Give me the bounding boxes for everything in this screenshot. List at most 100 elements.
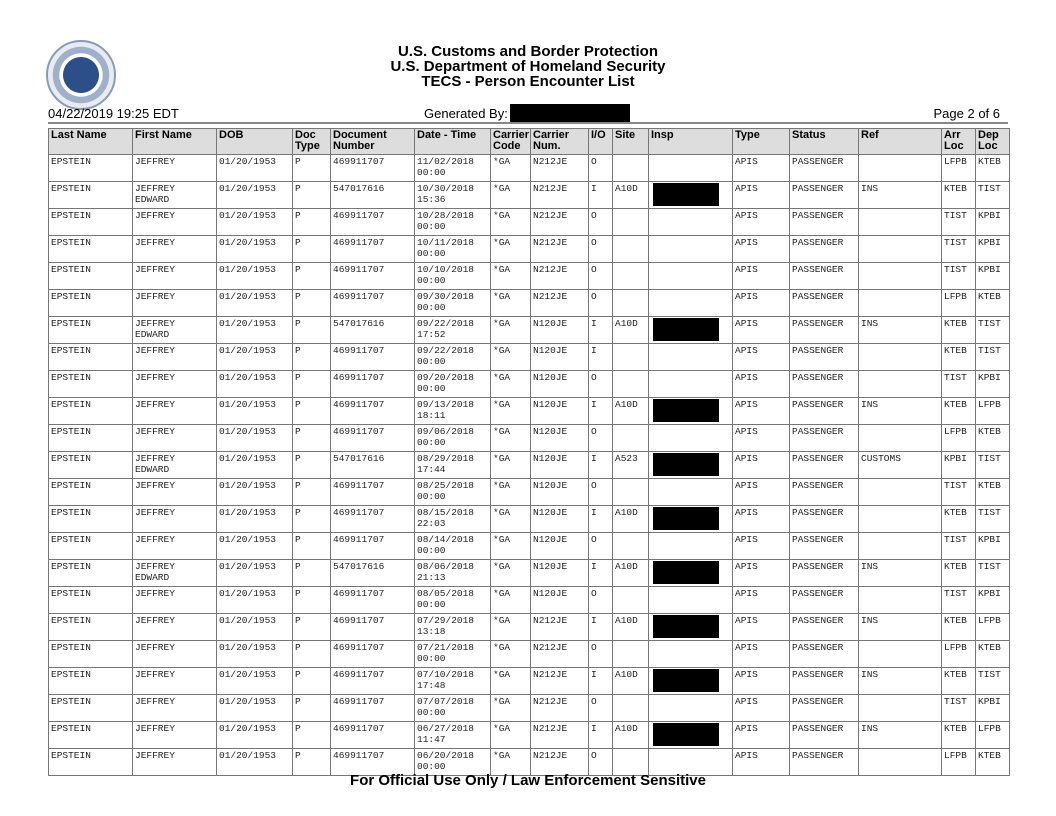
table-cell: N212JE bbox=[530, 694, 589, 722]
table-cell: KTEB bbox=[975, 748, 1010, 776]
table-cell: APIS bbox=[732, 289, 790, 317]
table-cell: *GA bbox=[490, 181, 531, 209]
table-cell: N212JE bbox=[530, 181, 589, 209]
column-header: Insp bbox=[648, 128, 733, 155]
table-cell: 01/20/1953 bbox=[216, 532, 293, 560]
table-cell: PASSENGER bbox=[789, 316, 859, 344]
table-cell: 08/14/2018 00:00 bbox=[414, 532, 491, 560]
table-cell: I bbox=[588, 316, 613, 344]
table-cell: PASSENGER bbox=[789, 181, 859, 209]
table-cell: JEFFREY bbox=[132, 505, 217, 533]
table-cell: O bbox=[588, 235, 613, 263]
table-cell: EPSTEIN bbox=[48, 370, 133, 398]
table-cell: LFPB bbox=[941, 640, 976, 668]
table-cell: APIS bbox=[732, 343, 790, 371]
table-cell: JEFFREY bbox=[132, 721, 217, 749]
table-cell: 01/20/1953 bbox=[216, 370, 293, 398]
table-cell: PASSENGER bbox=[789, 397, 859, 425]
table-cell: EPSTEIN bbox=[48, 478, 133, 506]
table-cell: 06/27/2018 11:47 bbox=[414, 721, 491, 749]
table-cell: 09/22/2018 17:52 bbox=[414, 316, 491, 344]
table-cell: TIST bbox=[975, 505, 1010, 533]
table-cell: PASSENGER bbox=[789, 505, 859, 533]
table-cell: P bbox=[292, 154, 331, 182]
insp-redacted-cell bbox=[648, 181, 733, 209]
table-cell: O bbox=[588, 262, 613, 290]
table-cell: APIS bbox=[732, 613, 790, 641]
table-cell: KTEB bbox=[941, 316, 976, 344]
meta-bar: 04/22/2019 19:25 EDT Generated By: Page … bbox=[48, 104, 1008, 124]
table-cell: KTEB bbox=[975, 424, 1010, 452]
table-cell: O bbox=[588, 370, 613, 398]
table-cell: N212JE bbox=[530, 154, 589, 182]
insp-redacted-cell bbox=[648, 451, 733, 479]
table-cell: I bbox=[588, 397, 613, 425]
table-cell: *GA bbox=[490, 559, 531, 587]
table-cell: APIS bbox=[732, 694, 790, 722]
table-cell: 469911707 bbox=[330, 532, 415, 560]
table-cell: *GA bbox=[490, 397, 531, 425]
table-cell: 09/13/2018 18:11 bbox=[414, 397, 491, 425]
table-cell: 469911707 bbox=[330, 289, 415, 317]
table-cell: JEFFREY bbox=[132, 640, 217, 668]
redaction-box bbox=[653, 453, 719, 476]
insp-redacted-cell bbox=[648, 397, 733, 425]
table-row: EPSTEIN JEFFREY 01/20/1953 P 469911707 10/10/… bbox=[48, 262, 1010, 290]
table-cell: N212JE bbox=[530, 289, 589, 317]
table-cell bbox=[858, 154, 942, 182]
table-cell: *GA bbox=[490, 667, 531, 695]
table-cell: KTEB bbox=[975, 289, 1010, 317]
table-cell: *GA bbox=[490, 505, 531, 533]
table-cell: APIS bbox=[732, 748, 790, 776]
column-header: Date - Time bbox=[414, 128, 491, 155]
table-cell bbox=[612, 640, 649, 668]
table-cell: *GA bbox=[490, 316, 531, 344]
table-cell: 09/06/2018 00:00 bbox=[414, 424, 491, 452]
table-cell: EPSTEIN bbox=[48, 667, 133, 695]
table-cell: P bbox=[292, 343, 331, 371]
table-cell: 10/10/2018 00:00 bbox=[414, 262, 491, 290]
table-row: EPSTEIN JEFFREY 01/20/1953 P 469911707 08/25/… bbox=[48, 478, 1010, 506]
table-cell: 01/20/1953 bbox=[216, 721, 293, 749]
table-cell: JEFFREY bbox=[132, 262, 217, 290]
table-cell: PASSENGER bbox=[789, 613, 859, 641]
table-cell: N120JE bbox=[530, 451, 589, 479]
table-cell: KTEB bbox=[941, 613, 976, 641]
table-cell bbox=[648, 532, 733, 560]
table-cell bbox=[612, 424, 649, 452]
table-cell: 469911707 bbox=[330, 397, 415, 425]
table-cell: EPSTEIN bbox=[48, 721, 133, 749]
table-cell bbox=[612, 208, 649, 236]
table-cell bbox=[858, 235, 942, 263]
table-cell: N212JE bbox=[530, 640, 589, 668]
table-cell: TIST bbox=[941, 262, 976, 290]
table-cell: PASSENGER bbox=[789, 721, 859, 749]
table-cell: 08/15/2018 22:03 bbox=[414, 505, 491, 533]
table-cell: P bbox=[292, 748, 331, 776]
table-cell: 01/20/1953 bbox=[216, 235, 293, 263]
table-cell: KTEB bbox=[941, 181, 976, 209]
table-cell: P bbox=[292, 397, 331, 425]
table-cell: JEFFREY bbox=[132, 586, 217, 614]
table-cell: EPSTEIN bbox=[48, 532, 133, 560]
table-cell bbox=[858, 262, 942, 290]
table-cell bbox=[858, 478, 942, 506]
table-cell: *GA bbox=[490, 748, 531, 776]
table-row: EPSTEIN JEFFREY 01/20/1953 P 469911707 07/21/… bbox=[48, 640, 1010, 668]
table-cell bbox=[612, 289, 649, 317]
column-header: Type bbox=[732, 128, 790, 155]
table-cell: O bbox=[588, 154, 613, 182]
table-cell: P bbox=[292, 613, 331, 641]
redaction-box bbox=[653, 669, 719, 692]
table-cell: APIS bbox=[732, 586, 790, 614]
table-cell: A10D bbox=[612, 559, 649, 587]
table-cell: 01/20/1953 bbox=[216, 694, 293, 722]
table-cell: P bbox=[292, 451, 331, 479]
table-cell: 01/20/1953 bbox=[216, 316, 293, 344]
table-cell bbox=[648, 424, 733, 452]
table-cell bbox=[648, 370, 733, 398]
table-cell: 469911707 bbox=[330, 208, 415, 236]
table-row: EPSTEIN JEFFREY 01/20/1953 P 469911707 09/13/… bbox=[48, 397, 1010, 425]
table-cell: PASSENGER bbox=[789, 748, 859, 776]
table-cell: JEFFREY bbox=[132, 478, 217, 506]
